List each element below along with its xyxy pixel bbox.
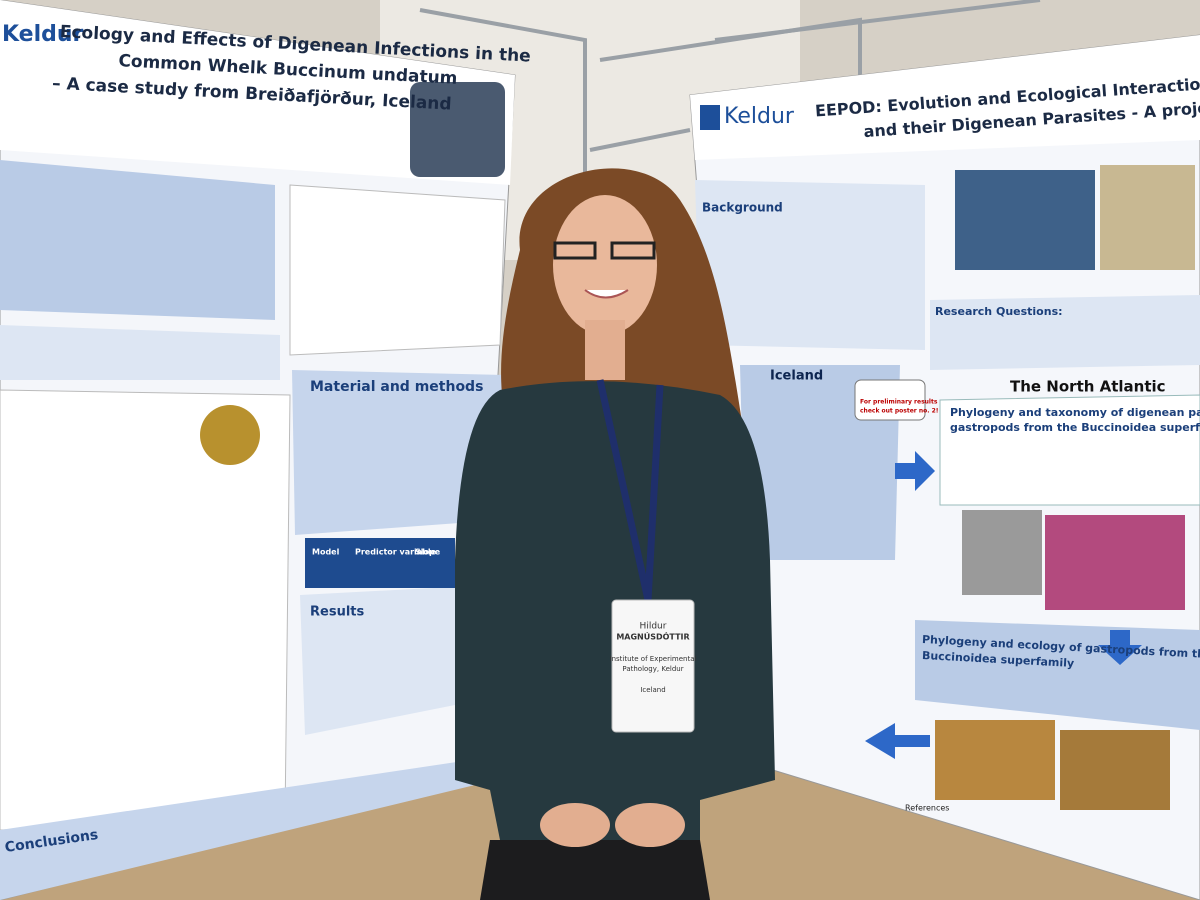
badge-card <box>611 599 695 733</box>
panel <box>0 325 280 380</box>
trousers <box>480 840 710 900</box>
cercaria-photo <box>1100 165 1195 270</box>
panel <box>695 180 925 350</box>
badge-name: Hildur <box>640 622 667 632</box>
badge-name: MAGNÚSDÓTTIR <box>616 631 689 642</box>
logo-mark <box>700 105 720 130</box>
face <box>553 195 657 335</box>
arrow <box>865 723 930 759</box>
table-header: Slope <box>415 548 441 557</box>
section-heading: Results <box>310 605 364 620</box>
right-poster: Keldur EEPOD: Evolution and Ecological I… <box>689 34 1200 900</box>
note: check out poster no. 2! <box>860 408 939 415</box>
badge-affiliation: Pathology, Keldur <box>622 665 683 673</box>
panel <box>300 585 490 735</box>
map <box>289 184 506 356</box>
table-header: Model <box>312 548 340 557</box>
panel <box>939 394 1200 506</box>
note-box <box>854 379 926 421</box>
section-heading: Material and methods <box>310 379 483 395</box>
arrow <box>1098 630 1142 665</box>
section-heading: Background <box>702 201 783 215</box>
histology-photo <box>1045 515 1185 610</box>
hand <box>540 803 610 847</box>
table <box>305 538 455 588</box>
panel <box>930 295 1200 370</box>
hand <box>615 803 685 847</box>
section-heading: Iceland <box>770 369 823 384</box>
whelk-photo <box>955 170 1095 270</box>
micro-photo <box>962 510 1042 595</box>
poster-header <box>0 0 515 185</box>
radula-photo <box>1060 730 1170 810</box>
neck <box>585 320 625 380</box>
panel <box>292 370 505 535</box>
panel <box>0 760 475 900</box>
badge-affiliation: Institute of Experimental <box>610 655 697 663</box>
section-heading: The North Atlantic <box>1010 378 1166 396</box>
badge-country: Iceland <box>640 686 665 694</box>
glasses <box>553 241 656 260</box>
references: References <box>905 804 949 813</box>
shell-photo <box>935 720 1055 800</box>
table-header: Predictor variable <box>355 548 437 557</box>
logo: Keldur <box>724 104 795 129</box>
microscope-photo <box>200 405 260 465</box>
name-badge: Hildur MAGNÚSDÓTTIR Institute of Experim… <box>610 599 697 733</box>
section-heading: Research Questions: <box>935 305 1063 318</box>
whelk-photo <box>410 82 505 177</box>
poster-header <box>690 35 1200 160</box>
note: For preliminary results <box>860 399 938 406</box>
section-heading: Phylogeny and taxonomy of digenean paras… <box>950 406 1200 419</box>
smile <box>584 289 629 299</box>
panel <box>0 160 275 320</box>
section-heading: gastropods from the Buccinoidea superfam… <box>950 421 1200 434</box>
left-poster: Keldur Ecology and Effects of Digenean I… <box>0 0 531 900</box>
logo: Keldur <box>2 22 84 47</box>
arrow <box>895 451 935 491</box>
